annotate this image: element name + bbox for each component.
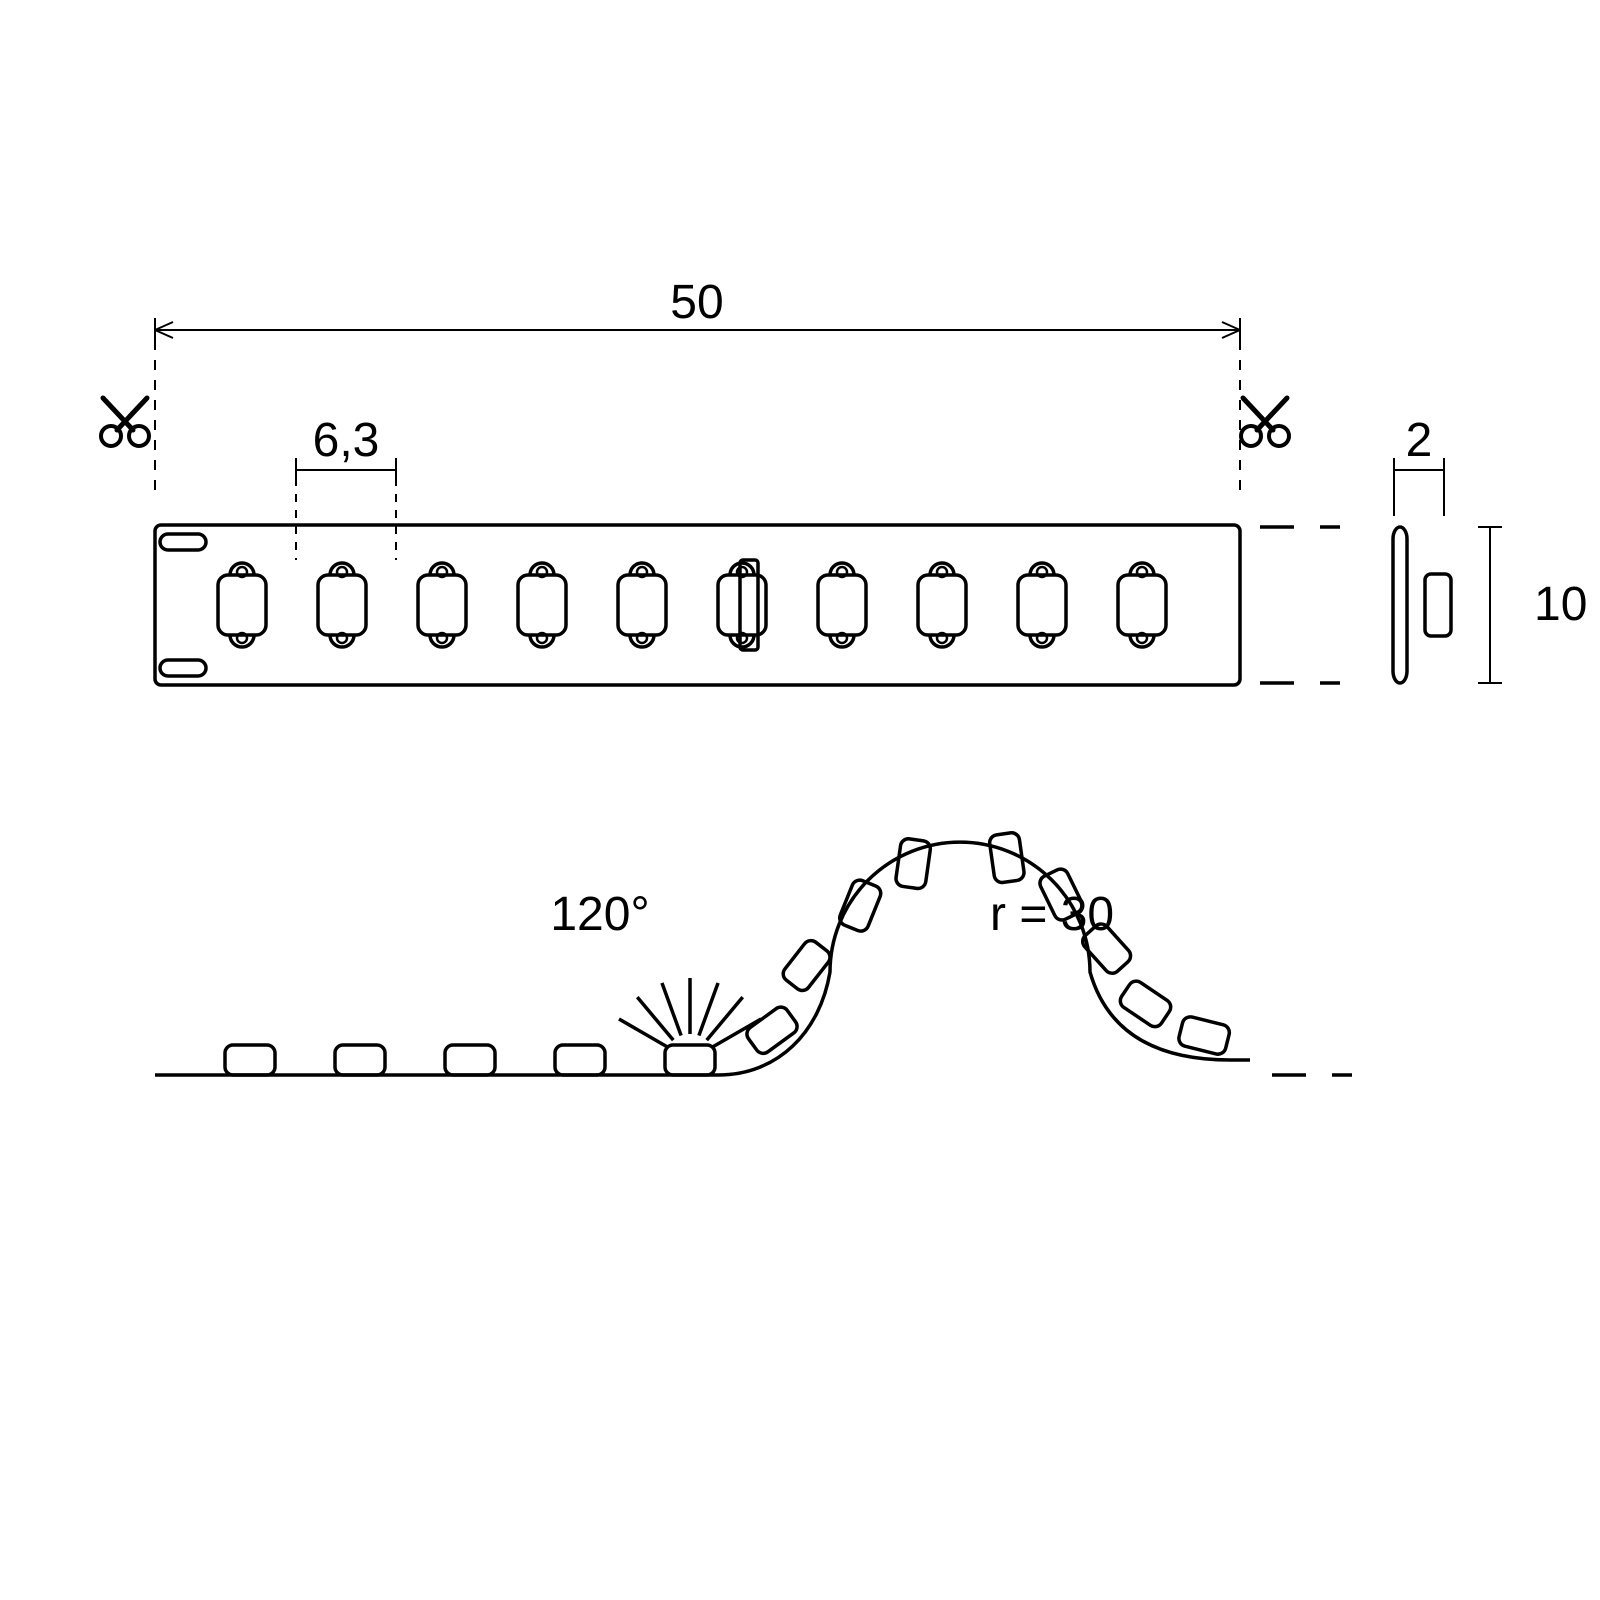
- side-view: 2 10: [1393, 414, 1587, 683]
- dim-pitch-label: 6,3: [313, 414, 380, 467]
- dim-height-label: 10: [1534, 578, 1587, 631]
- scissors-icon: [101, 398, 149, 446]
- technical-drawing: 506,3210120°r = 30: [0, 0, 1600, 1600]
- top-view: 506,3: [101, 276, 1340, 685]
- bend-radius-label: r = 30: [990, 888, 1114, 941]
- dim-length-label: 50: [670, 276, 723, 329]
- dim-thickness-label: 2: [1406, 414, 1433, 467]
- bend-view: 120° r = 30: [155, 832, 1352, 1075]
- scissors-icon: [1241, 398, 1289, 446]
- beam-angle-label: 120°: [550, 888, 649, 941]
